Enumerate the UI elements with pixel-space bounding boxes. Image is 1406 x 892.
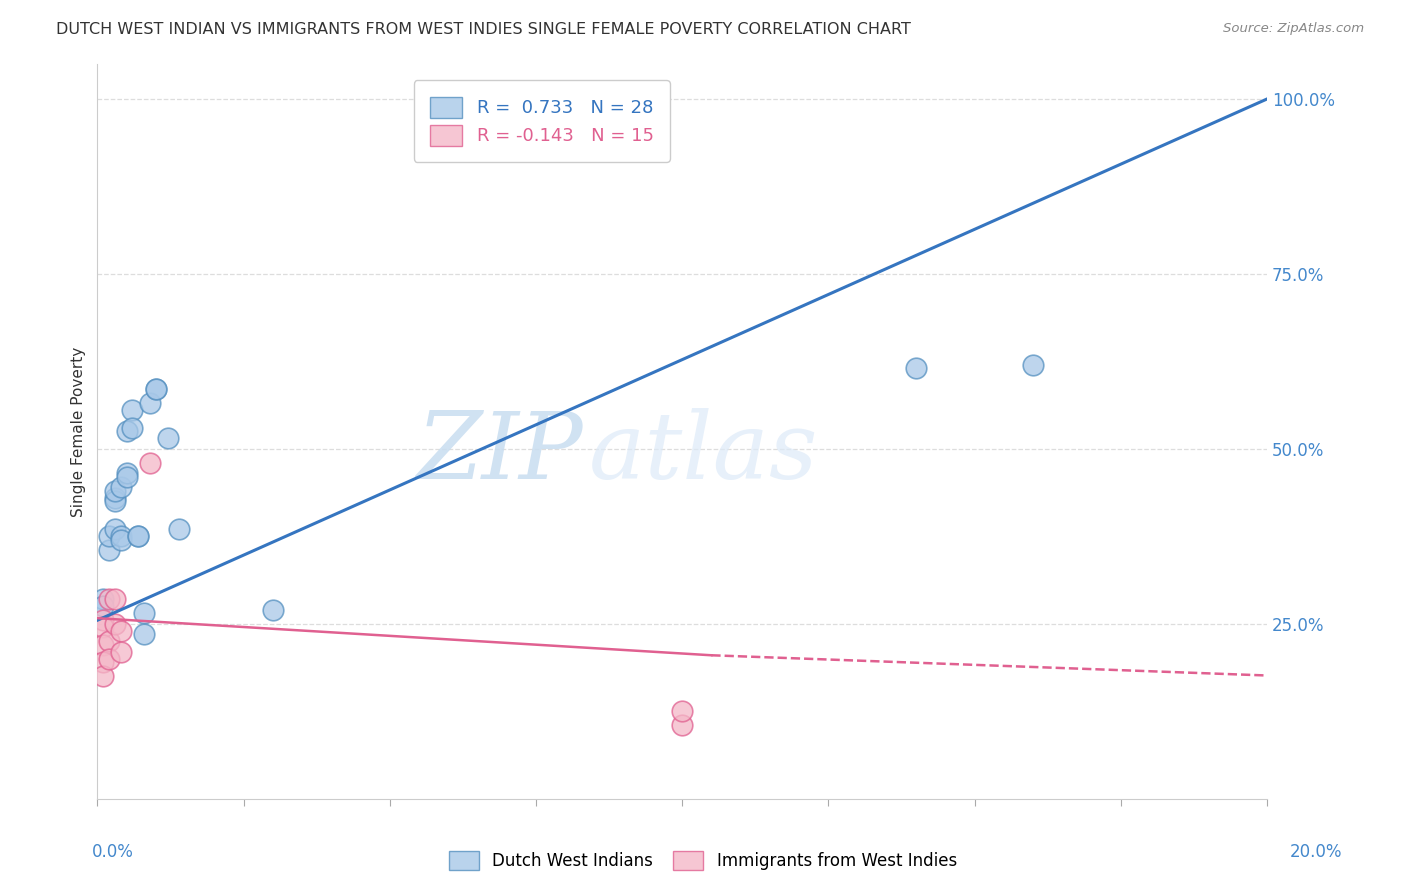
Point bbox=[91, 638, 114, 652]
Point bbox=[145, 383, 167, 397]
Point bbox=[91, 592, 114, 607]
Text: Source: ZipAtlas.com: Source: ZipAtlas.com bbox=[1223, 22, 1364, 36]
Point bbox=[262, 603, 284, 617]
Point bbox=[115, 470, 138, 484]
Point bbox=[91, 655, 114, 669]
Point bbox=[110, 624, 132, 638]
Text: 20.0%: 20.0% bbox=[1291, 843, 1343, 861]
Text: 0.0%: 0.0% bbox=[91, 843, 134, 861]
Point bbox=[110, 529, 132, 543]
Text: ZIP: ZIP bbox=[416, 409, 582, 499]
Point bbox=[110, 533, 132, 547]
Point bbox=[905, 361, 928, 376]
Point bbox=[91, 599, 114, 614]
Point bbox=[98, 652, 121, 666]
Point bbox=[104, 491, 127, 505]
Point bbox=[91, 620, 114, 634]
Point bbox=[104, 494, 127, 508]
Point bbox=[98, 634, 121, 648]
Point bbox=[115, 467, 138, 481]
Point bbox=[139, 456, 162, 470]
Point bbox=[98, 529, 121, 543]
Point bbox=[134, 607, 156, 621]
Point bbox=[110, 645, 132, 659]
Point bbox=[671, 704, 693, 718]
Point bbox=[104, 522, 127, 536]
Point bbox=[167, 522, 190, 536]
Point bbox=[110, 480, 132, 494]
Point bbox=[98, 592, 121, 607]
Point bbox=[121, 403, 143, 417]
Point bbox=[1022, 358, 1045, 372]
Point bbox=[104, 483, 127, 498]
Point bbox=[98, 543, 121, 558]
Y-axis label: Single Female Poverty: Single Female Poverty bbox=[72, 346, 86, 516]
Text: atlas: atlas bbox=[589, 409, 818, 499]
Point bbox=[671, 718, 693, 732]
Point bbox=[139, 396, 162, 410]
Point bbox=[127, 529, 149, 543]
Text: DUTCH WEST INDIAN VS IMMIGRANTS FROM WEST INDIES SINGLE FEMALE POVERTY CORRELATI: DUTCH WEST INDIAN VS IMMIGRANTS FROM WES… bbox=[56, 22, 911, 37]
Point bbox=[91, 613, 114, 627]
Point bbox=[115, 425, 138, 439]
Point bbox=[121, 421, 143, 435]
Point bbox=[145, 383, 167, 397]
Point bbox=[127, 529, 149, 543]
Point bbox=[91, 669, 114, 683]
Point bbox=[134, 627, 156, 641]
Point bbox=[104, 616, 127, 631]
Point bbox=[156, 431, 179, 445]
Legend: Dutch West Indians, Immigrants from West Indies: Dutch West Indians, Immigrants from West… bbox=[443, 844, 963, 877]
Legend: R =  0.733   N = 28, R = -0.143   N = 15: R = 0.733 N = 28, R = -0.143 N = 15 bbox=[413, 80, 671, 161]
Point bbox=[104, 592, 127, 607]
